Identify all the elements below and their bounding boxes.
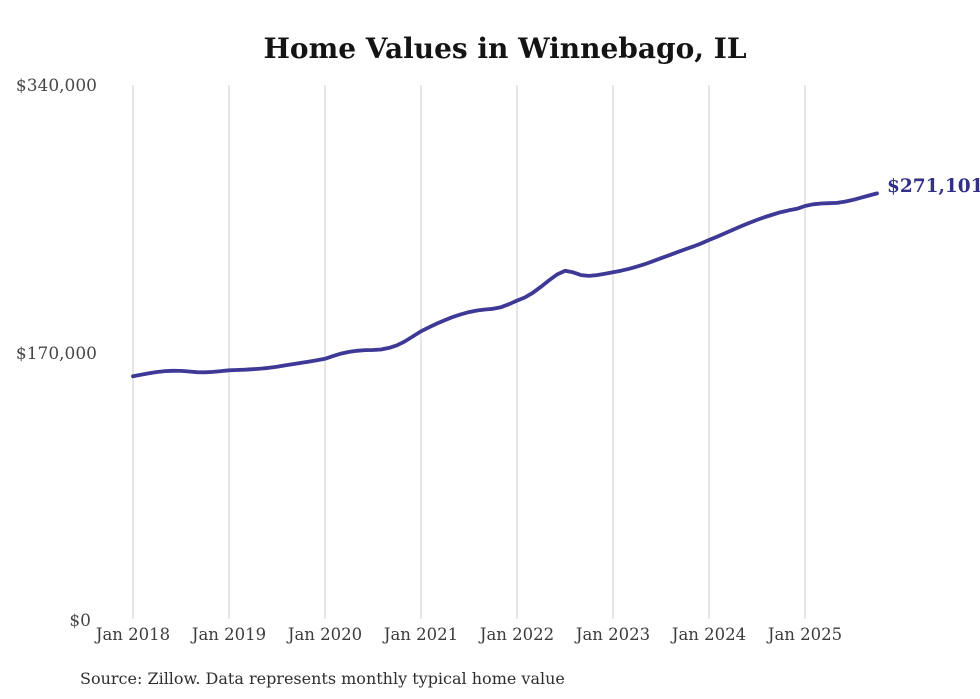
source-note: Source: Zillow. Data represents monthly … (80, 669, 565, 688)
end-value-label: $271,101 (887, 176, 980, 197)
x-axis-tick-label-2021: Jan 2021 (382, 625, 458, 644)
x-axis-tick-label-2022: Jan 2022 (478, 625, 554, 644)
y-axis-tick-label-340000: $340,000 (16, 76, 97, 96)
x-axis-tick-label-2023: Jan 2023 (574, 625, 650, 644)
y-axis-tick-label-0: $0 (69, 611, 91, 631)
x-axis-tick-label-2020: Jan 2020 (286, 625, 362, 644)
y-axis: $340,000 $170,000 $0 (16, 76, 97, 631)
vertical-gridlines (132, 85, 806, 619)
x-axis-tick-label-2019: Jan 2019 (190, 625, 266, 644)
x-axis-tick-label-2018: Jan 2018 (94, 625, 170, 644)
y-axis-tick-label-170000: $170,000 (16, 344, 97, 364)
value-line (131, 191, 879, 379)
x-axis-tick-label-2024: Jan 2024 (670, 625, 746, 644)
x-axis: Jan 2018 Jan 2019 Jan 2020 Jan 2021 Jan … (94, 625, 842, 644)
chart-title: Home Values in Winnebago, IL (263, 32, 746, 65)
x-axis-tick-label-2025: Jan 2025 (766, 625, 842, 644)
